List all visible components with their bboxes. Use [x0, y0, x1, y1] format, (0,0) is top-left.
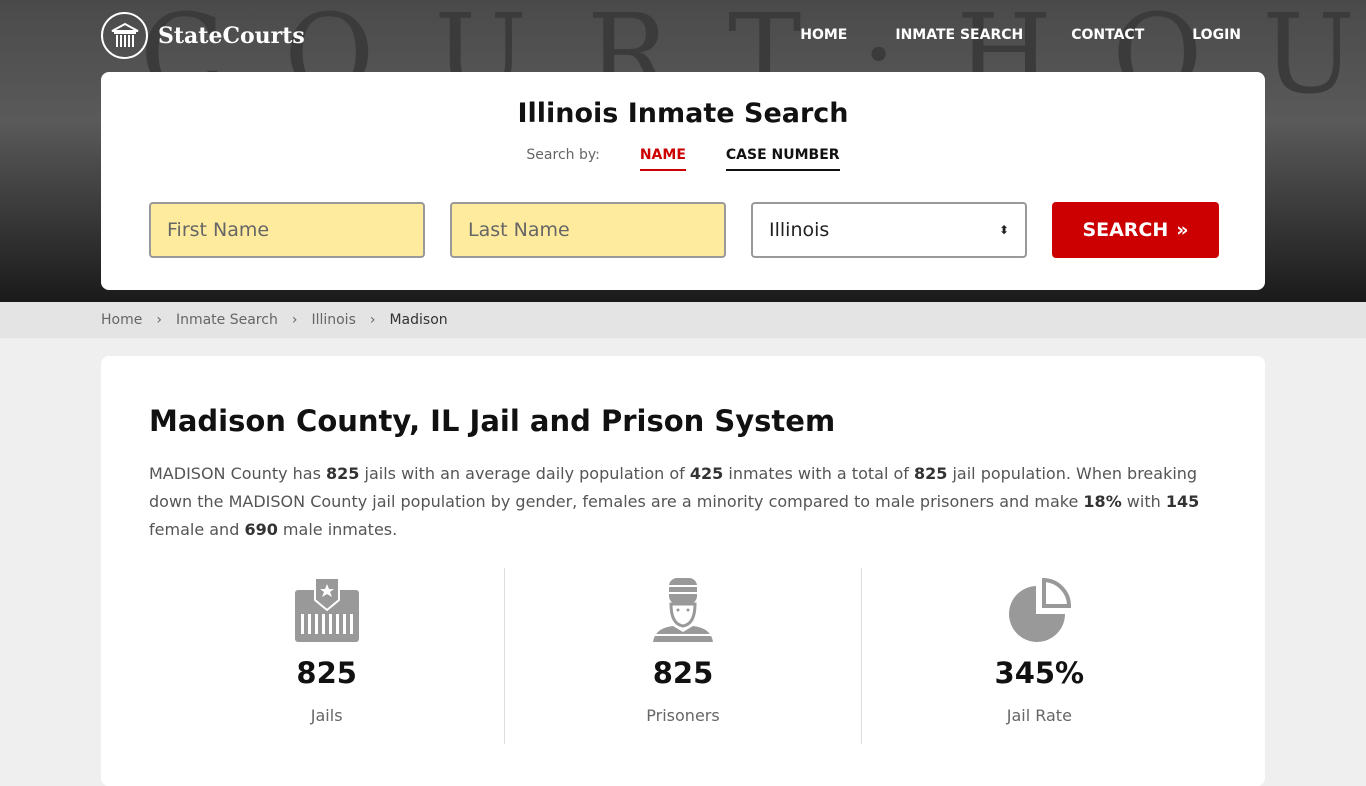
nav-login[interactable]: LOGIN: [1192, 27, 1241, 43]
stat-jails: 825 Jails: [149, 568, 504, 744]
state-value: Illinois: [769, 219, 830, 241]
nav-home[interactable]: HOME: [800, 27, 848, 43]
breadcrumb: Home › Inmate Search › Illinois › Madison: [0, 302, 1366, 338]
nav-inmate-search[interactable]: INMATE SEARCH: [895, 27, 1024, 43]
breadcrumb-current: Madison: [389, 312, 448, 328]
chevron-right-icon: ›: [291, 312, 298, 328]
content-card: Madison County, IL Jail and Prison Syste…: [101, 356, 1265, 786]
search-by-label: Search by:: [526, 147, 600, 163]
jail-rate-value: 345%: [994, 656, 1085, 690]
last-name-input[interactable]: Last Name: [450, 202, 726, 258]
search-card: Illinois Inmate Search Search by: NAME C…: [101, 72, 1265, 290]
page-title: Madison County, IL Jail and Prison Syste…: [149, 404, 836, 438]
prisoners-label: Prisoners: [646, 706, 720, 725]
pie-chart-icon: [1009, 577, 1072, 642]
nav-contact[interactable]: CONTACT: [1071, 27, 1145, 43]
breadcrumb-illinois[interactable]: Illinois: [311, 312, 356, 328]
tab-name[interactable]: NAME: [639, 147, 686, 171]
stat-jail-rate: 345% Jail Rate: [860, 568, 1217, 744]
jail-rate-label: Jail Rate: [1006, 706, 1072, 725]
chevron-right-icon: ›: [369, 312, 376, 328]
stat-prisoners: 825 Prisoners: [504, 568, 860, 744]
main-nav: HOME INMATE SEARCH CONTACT LOGIN: [800, 27, 1241, 43]
tab-case-number[interactable]: CASE NUMBER: [725, 147, 840, 171]
state-select[interactable]: Illinois ⬍: [751, 202, 1027, 258]
search-tabs: Search by: NAME CASE NUMBER: [101, 147, 1265, 171]
prisoners-value: 825: [652, 656, 714, 690]
search-button-label: SEARCH: [1082, 219, 1169, 241]
courthouse-logo-icon: [101, 12, 148, 59]
brand-name: StateCourts: [158, 22, 305, 49]
jails-value: 825: [296, 656, 357, 690]
first-name-input[interactable]: First Name: [149, 202, 425, 258]
breadcrumb-inmate-search[interactable]: Inmate Search: [175, 312, 278, 328]
summary-text: MADISON County has 825 jails with an ave…: [149, 464, 1200, 539]
breadcrumb-home[interactable]: Home: [101, 312, 143, 328]
stats-row: 825 Jails 825 Prisoners 345% Jail Rate: [149, 568, 1217, 744]
search-button[interactable]: SEARCH »: [1052, 202, 1219, 258]
hero-banner: COURT·HOUSE StateCourts HOME INMATE SEAR…: [0, 0, 1366, 302]
chevrons-right-icon: »: [1176, 219, 1189, 241]
prisoner-icon: [652, 578, 713, 642]
jail-icon: [294, 577, 359, 642]
search-title: Illinois Inmate Search: [517, 98, 849, 129]
search-form: First Name Last Name Illinois ⬍ SEARCH »: [149, 202, 1219, 258]
logo[interactable]: StateCourts: [101, 12, 305, 59]
select-arrows-icon: ⬍: [998, 223, 1009, 237]
chevron-right-icon: ›: [156, 312, 162, 328]
jails-label: Jails: [310, 706, 343, 725]
